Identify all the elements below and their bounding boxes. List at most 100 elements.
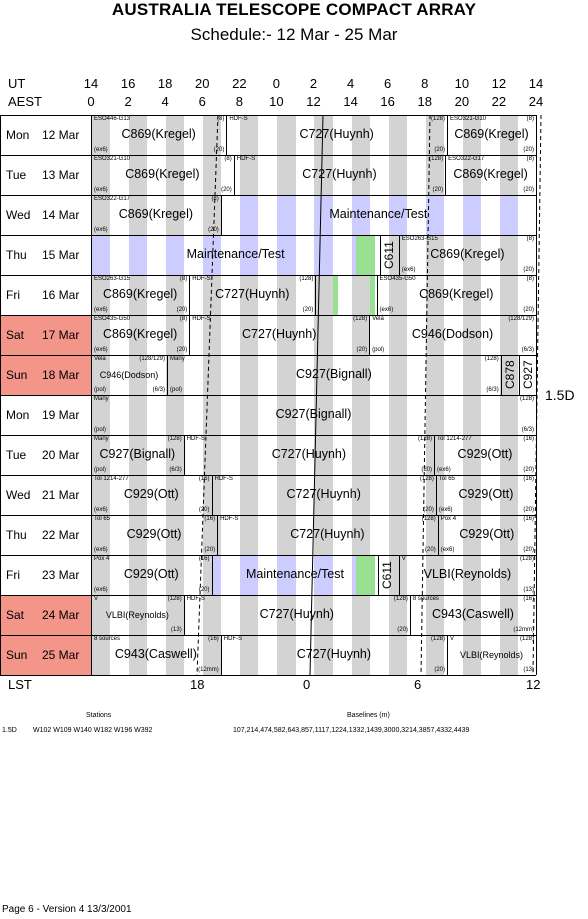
hour-shade	[314, 475, 333, 515]
band-note: (20)	[523, 507, 534, 513]
source-name: HDF-S	[229, 116, 248, 122]
hour-shade	[217, 515, 222, 555]
hour-shade	[314, 115, 333, 155]
day-date: 24 Mar	[42, 608, 80, 622]
program-name: C727(Huynh)	[215, 287, 290, 301]
hour-shade	[129, 635, 148, 675]
channel-config: (128/129)	[139, 356, 166, 362]
array-config-label: 1.5D	[545, 387, 575, 403]
block-divider	[434, 435, 436, 475]
hour-shade	[462, 555, 481, 595]
hour-shade	[240, 595, 259, 635]
source-name: Pox 4	[94, 556, 110, 562]
band-note: (20)	[356, 347, 368, 353]
hour-shade	[388, 435, 407, 475]
program-name: VLBI(Reynolds)	[459, 650, 524, 660]
block-divider	[167, 355, 169, 395]
hour-shade	[277, 515, 296, 555]
hour-shade	[203, 315, 222, 355]
day-date: 13 Mar	[42, 168, 80, 182]
program-name: C727(Huynh)	[296, 647, 372, 661]
program-name: C929(Ott)	[457, 447, 513, 461]
hour-shade	[91, 515, 111, 555]
hour-shade	[388, 315, 407, 355]
source-name: Many	[94, 436, 109, 442]
hour-shade	[203, 515, 218, 555]
day-date: 15 Mar	[42, 248, 80, 262]
day-date: 20 Mar	[42, 448, 80, 462]
hour-shade	[462, 155, 481, 195]
hour-shade	[462, 115, 481, 155]
program-name: C869(Kregel)	[102, 327, 178, 341]
band-note: (20)	[432, 187, 444, 193]
source-name: ESO321-G10	[450, 116, 487, 122]
aest-tick: 22	[491, 94, 507, 109]
hour-shade	[499, 315, 518, 355]
band-note: (20)	[423, 507, 434, 513]
lst-track-line	[309, 114, 324, 676]
hour-shade	[166, 315, 185, 355]
program-name: C869(Kregel)	[125, 167, 200, 181]
channel-config: (8)	[217, 116, 225, 122]
ut-tick: 22	[232, 76, 247, 91]
band-note: (12mm)	[513, 627, 534, 633]
block-divider	[220, 635, 222, 675]
hour-shade	[388, 355, 407, 395]
schedule-subtitle: Schedule:- 12 Mar - 25 Mar	[190, 25, 398, 44]
channel-config: (128)	[519, 636, 534, 642]
hour-shade	[314, 355, 333, 395]
channel-config: (128)	[421, 516, 436, 522]
hour-shade	[240, 475, 259, 515]
channel-config: (16)	[523, 436, 534, 442]
hour-shade	[277, 275, 296, 315]
hour-shade	[166, 275, 185, 315]
channel-config: (128)	[429, 156, 444, 162]
row-line	[0, 635, 536, 636]
hour-shade	[203, 475, 212, 515]
block-divider	[437, 515, 439, 555]
day-date: 18 Mar	[42, 368, 80, 382]
source-name: Tol 65	[94, 516, 111, 522]
hour-shade	[277, 635, 296, 675]
program-name: C727(Huynh)	[302, 167, 377, 181]
hour-shade	[203, 275, 222, 315]
block-divider	[189, 275, 191, 315]
source-name: Tol 1214-277	[437, 436, 472, 442]
aest-label: AEST	[8, 94, 42, 109]
day-label: Wed 14 Mar	[0, 195, 91, 235]
mode-note: (ex6)	[94, 507, 108, 513]
row-line	[0, 475, 536, 476]
hour-shade	[129, 155, 148, 195]
ut-label: UT	[8, 76, 26, 91]
block-divider	[369, 315, 371, 355]
hour-shade	[351, 155, 370, 195]
source-name: Many	[94, 396, 109, 402]
hour-shade	[277, 595, 296, 635]
mode-note: (ex6)	[94, 227, 108, 233]
hour-shade	[314, 435, 333, 475]
aest-tick: 24	[528, 94, 544, 109]
channel-config: (8)	[526, 276, 534, 282]
ut-tick: 16	[120, 76, 136, 91]
program-name: C946(Dodson)	[99, 370, 159, 380]
hour-shade	[91, 195, 111, 235]
program-name: C869(Kregel)	[118, 207, 194, 221]
hour-shade	[314, 595, 333, 635]
band-note: (20)	[204, 547, 216, 553]
band-note: (20)	[425, 547, 436, 553]
hour-shade	[129, 235, 148, 275]
hour-shade	[462, 355, 481, 395]
hour-shade	[388, 595, 407, 635]
hour-shade	[129, 515, 148, 555]
band-note: (6/3)	[521, 427, 534, 433]
day-label: Sat 17 Mar	[0, 315, 91, 355]
band-note: (20)	[397, 627, 408, 633]
hour-shade	[398, 555, 407, 595]
hour-shade	[91, 355, 111, 395]
block-divider	[226, 115, 228, 155]
hour-shade	[240, 435, 259, 475]
source-name: HDF-S	[236, 156, 256, 162]
block-divider	[189, 315, 191, 355]
day-of-week: Sun	[6, 368, 28, 382]
day-label: Mon 12 Mar	[0, 115, 91, 155]
